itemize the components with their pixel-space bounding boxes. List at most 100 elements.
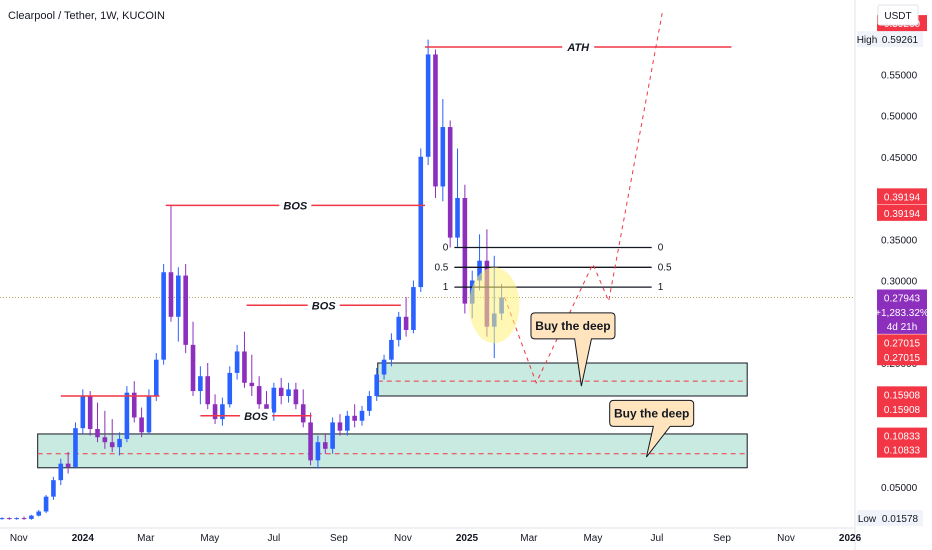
structure-label: BOS xyxy=(283,200,308,212)
fib-label-left: 1 xyxy=(443,282,449,293)
candle-body xyxy=(51,480,56,497)
time-tick-label: Sep xyxy=(713,533,731,544)
time-tick-label: Nov xyxy=(777,533,795,544)
projection-polyline xyxy=(504,13,663,385)
structure-label: ATH xyxy=(566,42,590,54)
price-tick-label: 0.05000 xyxy=(881,483,918,494)
candle-body xyxy=(29,515,34,519)
price-tag-bg xyxy=(877,31,923,48)
fibonacci-levels: 0 0 0.5 0.5 1 1 xyxy=(434,243,672,294)
candle-body xyxy=(322,442,328,449)
candle-body xyxy=(249,382,255,387)
highlight-ellipse xyxy=(469,267,520,344)
structure-label-bg xyxy=(279,198,312,213)
candle-body xyxy=(411,287,416,330)
fib-label-right: 0 xyxy=(658,243,664,254)
price-tag-bg xyxy=(877,349,927,366)
candle-body xyxy=(73,428,78,467)
candle-body xyxy=(7,518,12,520)
candle-body xyxy=(271,387,277,413)
price-tag-bg xyxy=(877,386,927,403)
price-tag-value: 0.27015 xyxy=(884,338,921,349)
candle-body xyxy=(58,463,64,481)
price-tag-value: +1,283.32% xyxy=(875,308,929,319)
candle-body xyxy=(65,463,71,467)
candle-body xyxy=(117,438,122,448)
price-tag-bg xyxy=(877,427,927,444)
price-tag-value: 0.27943 xyxy=(884,293,921,304)
price-tag-bg xyxy=(877,317,927,334)
candle-body xyxy=(168,272,174,317)
candle-body xyxy=(477,260,482,281)
structure-label: BOS xyxy=(244,411,269,423)
candle-body xyxy=(190,344,196,392)
candle-body xyxy=(21,518,27,520)
fib-label-left: 0 xyxy=(443,243,449,254)
price-tick-label: 0.45000 xyxy=(881,153,918,164)
time-tick-label: 2026 xyxy=(839,533,862,544)
candle-body xyxy=(14,518,19,520)
chart-title: Clearpool / Tether, 1W, KUCOIN xyxy=(8,10,165,22)
price-tag-label: Low xyxy=(858,514,877,525)
time-tick-label: Nov xyxy=(10,533,28,544)
candle-body xyxy=(315,442,321,461)
time-tick-label: May xyxy=(200,533,219,544)
candle-body xyxy=(337,422,343,431)
candle-body xyxy=(198,376,203,392)
price-tag-bg xyxy=(877,188,927,205)
time-tick-label: Jul xyxy=(651,533,664,544)
candle-body xyxy=(264,404,269,413)
candle-body xyxy=(345,415,350,431)
candle-body xyxy=(242,351,247,383)
candle-body xyxy=(286,389,291,396)
structure-label-bg xyxy=(307,298,340,313)
fib-label-right: 0.5 xyxy=(658,262,672,273)
price-tag-bg xyxy=(877,303,927,320)
time-axis: Nov 2024 Mar May Jul Sep Nov 2025 Mar May Jul Sep No… xyxy=(10,533,862,544)
candle-body xyxy=(425,54,431,157)
callout-text: Buy the deep xyxy=(614,406,689,420)
candle-body xyxy=(234,351,240,373)
candle-body xyxy=(183,275,188,345)
candle-body xyxy=(278,387,284,396)
price-tag-bg xyxy=(877,204,927,221)
candle-body xyxy=(176,275,181,317)
time-tick-label: 2024 xyxy=(72,533,95,544)
candle-body xyxy=(330,422,335,449)
candle-body xyxy=(124,392,130,439)
candle-body xyxy=(418,156,424,288)
price-tag-value: 0.39194 xyxy=(884,192,921,203)
candle-body xyxy=(205,376,211,405)
price-tick-label: 0.35000 xyxy=(881,235,918,246)
price-tag-bg xyxy=(877,401,927,418)
price-tag-value: 0.27015 xyxy=(884,353,921,364)
price-tag-label-bg xyxy=(857,31,878,48)
time-tick-label: Nov xyxy=(394,533,412,544)
time-tick-label: Mar xyxy=(520,533,538,544)
price-tick-label: 0.50000 xyxy=(881,112,918,123)
candle-body xyxy=(359,410,365,421)
currency-button[interactable] xyxy=(877,4,919,26)
price-tag-value: 0.15908 xyxy=(884,405,921,416)
candle-body xyxy=(139,417,144,433)
price-tag-bg xyxy=(877,441,927,458)
candle-body xyxy=(227,372,233,405)
callout-text: Buy the deep xyxy=(535,319,610,333)
price-tag-value: 4d 21h xyxy=(887,322,918,333)
candle-body xyxy=(293,389,299,405)
currency-label: USDT xyxy=(884,11,911,22)
fib-label-left: 0.5 xyxy=(434,262,448,273)
candle-body xyxy=(131,392,137,418)
candle-body xyxy=(80,396,86,429)
callout-bubble xyxy=(609,399,695,458)
price-tick-label: 0.30000 xyxy=(881,277,918,288)
price-tag-bg xyxy=(877,334,927,351)
projection-path xyxy=(504,13,663,385)
candle-body xyxy=(153,359,159,396)
time-tick-label: Jul xyxy=(267,533,280,544)
candle-body xyxy=(95,429,100,438)
fib-label-right: 1 xyxy=(658,282,664,293)
time-tick-label: Sep xyxy=(330,533,348,544)
price-tag-bg xyxy=(877,510,923,527)
